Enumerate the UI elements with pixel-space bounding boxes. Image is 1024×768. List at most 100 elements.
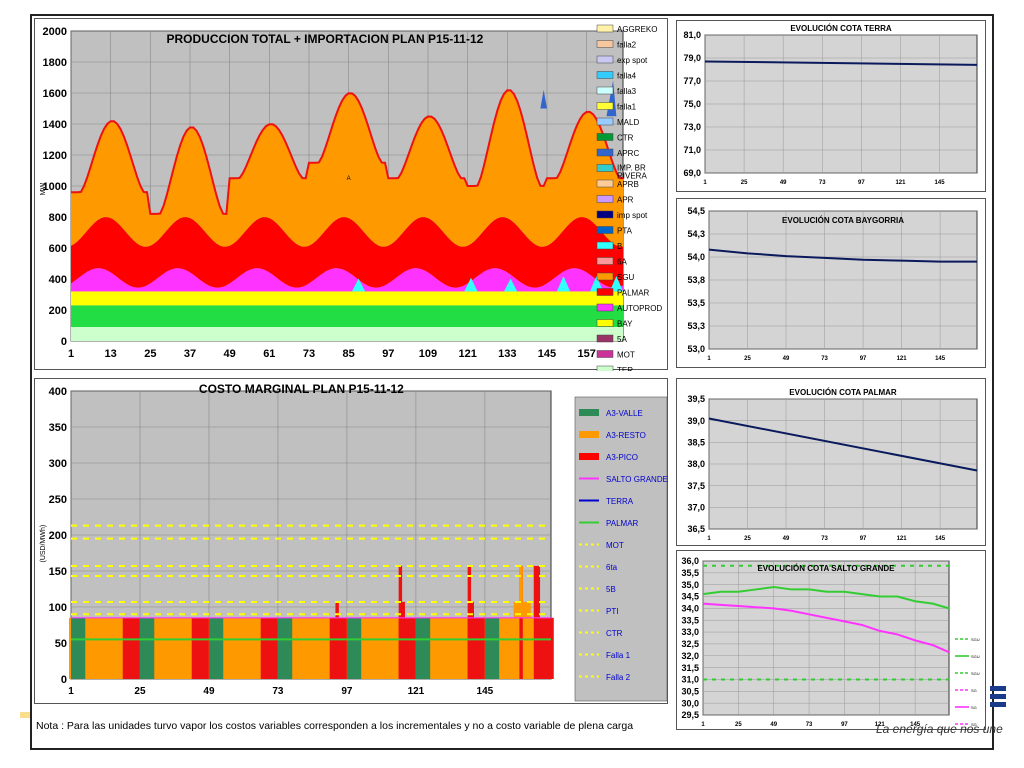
y-tick-label: 54,5 xyxy=(687,206,705,216)
area-ter xyxy=(71,327,623,341)
legend-label: imp spot xyxy=(617,211,648,220)
legend-label: exp spot xyxy=(617,56,648,65)
y-tick-label: 1200 xyxy=(43,150,67,162)
footnote: Nota : Para las unidades turvo vapor los… xyxy=(36,720,634,732)
bar-spike-resto xyxy=(519,565,523,602)
x-tick-label: 13 xyxy=(105,348,117,360)
legend-label: SG xyxy=(971,722,977,727)
legend-swatch xyxy=(596,365,614,371)
x-tick-label: 1 xyxy=(701,722,705,728)
legend-label: AGGREKO xyxy=(617,25,657,34)
x-tick-label: 25 xyxy=(144,348,156,360)
y-tick-label: 1400 xyxy=(43,119,67,131)
legend-label-line: IMP. BR xyxy=(617,164,646,173)
y-tick-label: 350 xyxy=(49,422,67,434)
legend-label: CTR xyxy=(617,134,634,143)
y-tick-label: 600 xyxy=(49,243,67,255)
x-tick-label: 61 xyxy=(263,348,275,360)
y-tick-label: 34,0 xyxy=(681,604,699,614)
legend-swatch xyxy=(596,288,614,296)
x-tick-label: 73 xyxy=(821,356,828,362)
bar-spike xyxy=(398,565,403,679)
x-tick-label: 1 xyxy=(703,180,707,186)
x-tick-label: 145 xyxy=(538,348,556,360)
series-line xyxy=(702,586,950,610)
x-tick-label: 97 xyxy=(341,686,353,697)
y-tick-label: 30,0 xyxy=(681,698,699,708)
y-tick-label: 53,5 xyxy=(687,298,705,308)
x-tick-label: 145 xyxy=(935,356,946,362)
legend-label: SG xyxy=(971,705,977,710)
x-tick-label: 49 xyxy=(780,180,787,186)
plot-area-fill xyxy=(702,560,950,716)
x-tick-label: 25 xyxy=(744,356,751,362)
cota-terra-panel: 69,0 71,0 73,0 75,0 77,0 79,0 81,0 1 25 49 73 97 121… xyxy=(676,20,986,192)
y-tick-label: 37,0 xyxy=(687,502,705,512)
legend-swatch xyxy=(596,117,614,126)
x-tick-label: 49 xyxy=(783,356,790,362)
area-sgu xyxy=(71,90,623,247)
x-tick-label: 73 xyxy=(303,348,315,360)
bar-spike-resto xyxy=(513,601,531,618)
legend-swatch xyxy=(596,303,614,312)
bar-spike xyxy=(533,565,538,679)
cota-salto-grande-panel: 29,5 30,0 30,5 31,0 31,5 32,0 32,5 33,0 33,5 34,0… xyxy=(676,550,986,730)
y-tick-label: 100 xyxy=(49,602,67,614)
bar-spike xyxy=(519,565,523,679)
x-tick-label: 25 xyxy=(741,180,748,186)
legend-swatch xyxy=(596,226,614,234)
legend-label: 5A xyxy=(617,335,627,344)
x-tick-label: 1 xyxy=(707,356,711,362)
legend-label: A3-VALLE xyxy=(606,409,643,418)
legend-label: PTI xyxy=(606,607,618,616)
y-tick-label: 39,5 xyxy=(687,394,705,404)
series-line xyxy=(708,417,978,472)
bar-spike xyxy=(536,565,541,679)
chart-title: PRODUCCION TOTAL + IMPORTACION PLAN P15-… xyxy=(167,32,484,46)
y-tick-label: 73,0 xyxy=(683,122,701,132)
legend-label-line: RIVERA xyxy=(617,172,647,181)
chart-title: EVOLUCIÓN COTA SALTO GRANDE xyxy=(757,564,895,573)
area-b-spike xyxy=(556,276,571,292)
x-tick-label: 145 xyxy=(477,686,494,697)
area-ctr xyxy=(71,305,623,328)
company-tagline: La energía que nos une xyxy=(876,722,1003,736)
x-tick-label: 49 xyxy=(783,536,790,542)
y-tick-label: 37,5 xyxy=(687,481,705,491)
x-tick-label: 121 xyxy=(458,348,476,360)
legend-label: MOT xyxy=(617,351,635,360)
legend-label: PTA xyxy=(617,227,633,236)
bar-pico xyxy=(536,617,554,679)
bar-spike xyxy=(467,565,472,679)
bar-valle xyxy=(71,617,86,679)
x-tick-label: 145 xyxy=(935,180,946,186)
legend-label: SGU xyxy=(971,637,980,642)
legend-swatch xyxy=(596,257,614,265)
x-tick-label: 73 xyxy=(821,536,828,542)
production-chart-panel: 0 200 400 600 800 1000 1200 1400 1600 1800 2000 1 13… xyxy=(34,18,668,371)
legend-label: APR xyxy=(617,196,634,205)
y-tick-label: 77,0 xyxy=(683,76,701,86)
cota-terra-chart: 69,0 71,0 73,0 75,0 77,0 79,0 81,0 1 25 49 73 97 121… xyxy=(683,24,978,186)
y-tick-label: 33,0 xyxy=(681,627,699,637)
y-tick-label: 36,5 xyxy=(687,524,705,534)
x-tick-label: 25 xyxy=(735,722,742,728)
y-tick-label: 0 xyxy=(61,674,67,686)
area-b-spike xyxy=(609,276,623,292)
bar-spike xyxy=(335,601,339,679)
legend-swatch xyxy=(596,195,614,203)
area-b-spike xyxy=(464,277,478,292)
y-tick-label: 1600 xyxy=(43,88,67,100)
y-tick-label: 50 xyxy=(55,638,67,650)
bar-spike xyxy=(401,601,405,679)
x-tick-label: 85 xyxy=(343,348,355,360)
x-tick-label: 73 xyxy=(272,686,284,697)
bar-pico xyxy=(191,617,209,679)
legend-label: falla2 xyxy=(617,41,637,50)
legend-label: falla1 xyxy=(617,103,637,112)
x-tick-label: 1 xyxy=(68,348,74,360)
y-tick-label: 53,0 xyxy=(687,344,705,354)
legend-label: B xyxy=(617,242,622,251)
x-tick-label: 1 xyxy=(707,536,711,542)
y-tick-label: 400 xyxy=(49,386,67,398)
